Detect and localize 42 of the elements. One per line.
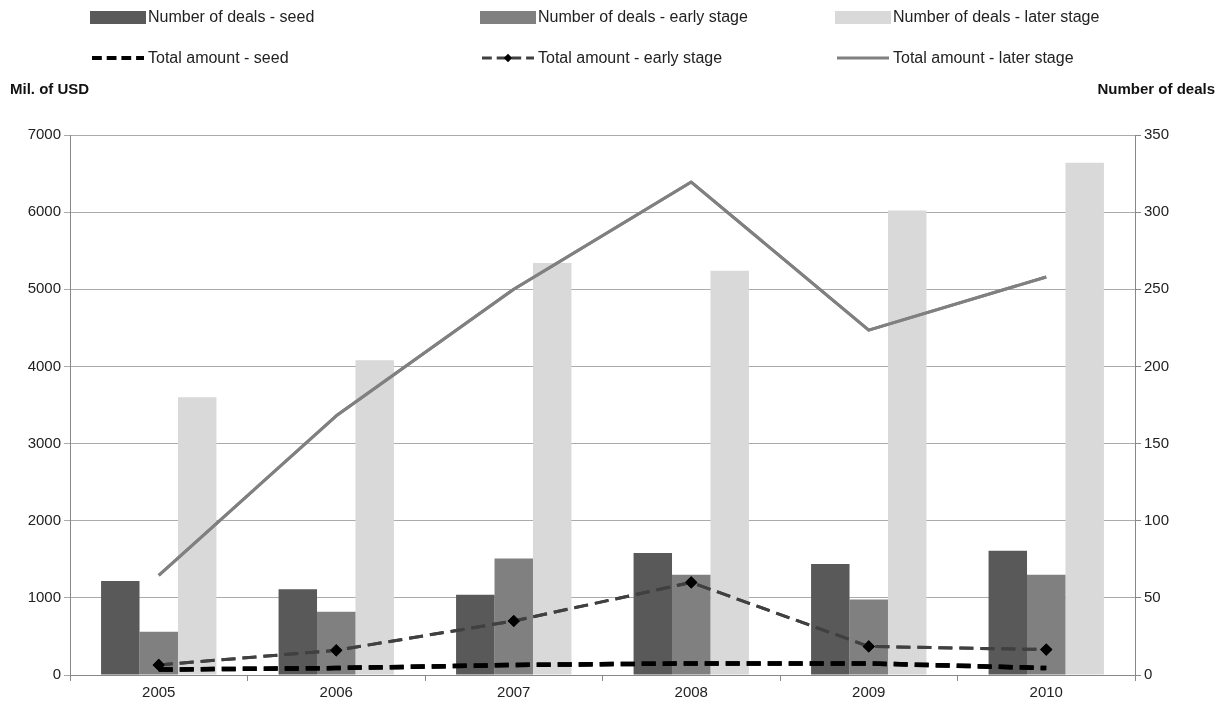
bar	[355, 360, 394, 675]
bar	[1065, 162, 1104, 675]
y2-tick-label: 150	[1144, 433, 1170, 451]
bar	[811, 563, 850, 675]
y2-tick-label: 0	[1144, 665, 1153, 683]
y2-tick-label: 250	[1144, 279, 1170, 297]
bar	[278, 589, 318, 675]
y-tick-label: 5000	[27, 279, 61, 297]
y-tick-label: 1000	[27, 588, 61, 605]
legend-label: Total amount - seed	[148, 49, 289, 67]
y-tick-label: 6000	[27, 202, 61, 220]
x-tick-label: 2008	[674, 683, 708, 701]
y-tick-label: 3000	[27, 433, 61, 451]
legend-label: Total amount - early stage	[538, 49, 723, 67]
y2-tick-label: 200	[1144, 356, 1170, 374]
y2-tick-label: 100	[1144, 510, 1170, 528]
x-tick-label: 2006	[319, 683, 353, 701]
bar	[633, 553, 673, 675]
y2-tick-label: 350	[1144, 125, 1170, 143]
bar	[456, 594, 495, 675]
x-tick-label: 2010	[1029, 683, 1063, 701]
x-tick-label: 2005	[142, 683, 176, 701]
bar	[988, 550, 1028, 675]
legend-label: Number of deals - seed	[148, 8, 315, 26]
legend-label: Number of deals - early stage	[538, 8, 748, 26]
y2-tick-label: 50	[1144, 588, 1161, 605]
legend-label: Total amount - later stage	[893, 49, 1074, 67]
bar	[177, 397, 217, 675]
y-tick-label: 0	[52, 665, 61, 683]
y-tick-label: 2000	[27, 510, 61, 528]
x-tick-label: 2007	[497, 683, 531, 701]
y2-tick-label: 300	[1144, 202, 1170, 220]
y-axis-title: Mil. of USD	[10, 80, 90, 97]
legend-label: Number of deals - later stage	[893, 8, 1100, 26]
bar	[101, 580, 140, 675]
x-tick-label: 2009	[852, 683, 886, 701]
bar	[887, 210, 927, 675]
y-tick-label: 7000	[27, 125, 61, 143]
bar	[710, 270, 749, 675]
y2-axis-title: Number of deals	[1097, 80, 1215, 97]
y-tick-label: 4000	[27, 356, 61, 374]
bar	[532, 263, 572, 675]
